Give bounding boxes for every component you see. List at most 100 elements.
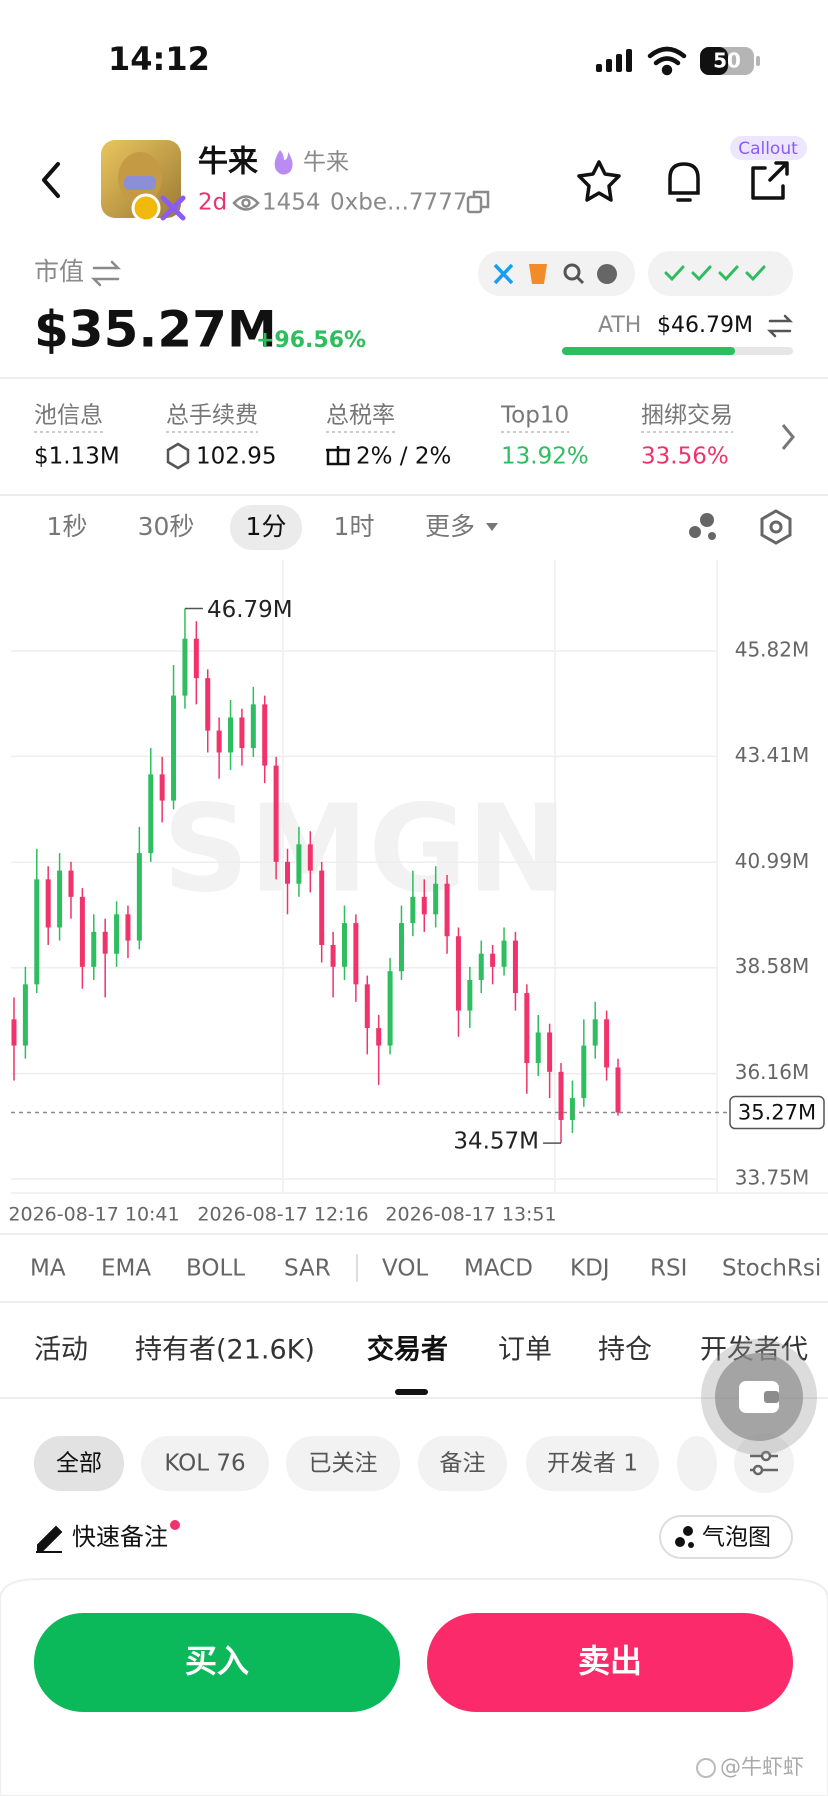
socials-pill[interactable] [478,251,635,296]
stat-label: Top10 [500,403,569,429]
indicator-bar: MA EMA BOLL SAR VOL MACD KDJ RSI StochRsi [30,1256,821,1282]
callout-pill[interactable] [730,136,807,160]
watermark: @牛虾虾 [720,1755,804,1779]
platform-badge [160,195,186,221]
bubbles-icon[interactable] [689,513,716,540]
annotation-label: 34.57M [453,1129,539,1155]
indicator-option[interactable]: MACD [464,1256,533,1282]
filter-chip-cut[interactable] [677,1436,717,1491]
stats-more[interactable] [781,424,795,450]
indicator-option[interactable]: RSI [650,1256,687,1282]
flame-icon [274,150,293,175]
buy-button[interactable] [34,1613,400,1712]
market-cap-label: 市值 [34,257,84,286]
candle-body [581,1045,587,1099]
sell-button[interactable] [427,1613,793,1712]
candle-body [341,923,347,967]
candle-body [512,940,518,994]
stat-value: $1.13M [34,444,120,470]
token-subtitle: 牛来 [303,150,349,176]
share-button[interactable] [751,161,789,200]
candle-body [182,638,188,696]
interval-option[interactable]: 1秒 [47,512,88,541]
search-icon[interactable] [563,263,585,285]
buy-label: 买入 [185,1642,249,1680]
divider [0,1233,828,1235]
candle-body [490,953,496,967]
candle-body [273,765,279,862]
candle-body [216,730,222,753]
interval-option[interactable]: 更多 [425,512,475,541]
filter-settings[interactable] [734,1433,794,1493]
annotation-label: 46.79M [207,597,293,623]
candle-body [136,853,142,941]
filter-chip[interactable] [418,1436,507,1491]
indicator-option[interactable]: VOL [382,1256,428,1282]
tab[interactable]: 订单 [498,1335,552,1366]
candle-body [501,940,507,967]
stat-value: 33.56% [641,444,729,470]
indicator-option[interactable]: MA [30,1256,66,1282]
filter-settings-knob [752,1464,764,1476]
indicator-option[interactable]: KDJ [570,1256,610,1282]
candle-body [535,1032,541,1064]
filter-chip[interactable] [286,1436,400,1491]
candle-body [478,953,484,980]
tab[interactable]: 活动 [34,1335,88,1366]
filter-settings-knob [760,1450,772,1462]
candle-body [307,844,313,871]
floating-wallet[interactable] [701,1339,817,1455]
callout-label: Callout [738,139,798,159]
candle-body [171,695,177,801]
filter-chip[interactable] [526,1436,659,1491]
quick-note[interactable]: 快速备注 [72,1523,168,1551]
tab-indicator [395,1389,428,1395]
candle-body [410,896,416,924]
fox-icon[interactable] [529,264,547,284]
candle-body [398,923,404,972]
stat-label: 总手续费 [166,403,258,429]
contract-address: 0xbe...7777 [330,190,467,216]
check-icons [664,265,766,282]
candle-body [455,936,461,1011]
candle-body [262,704,268,766]
tab[interactable]: 持有者(21.6K) [135,1335,315,1366]
bubble-map-pill[interactable] [659,1515,793,1559]
fee-icon [166,442,190,470]
candle-body [45,879,51,928]
filter-chip[interactable] [34,1436,124,1491]
alert-button[interactable] [668,162,700,202]
eye-icon [232,195,260,211]
divider [0,1397,828,1399]
indicator-option[interactable]: SAR [284,1256,331,1282]
filter-label: 备注 [440,1451,486,1477]
indicator-option[interactable]: EMA [101,1256,151,1282]
y-tick-label: 36.16M [735,1060,810,1084]
candle-body [34,879,40,985]
candle-body [569,1098,575,1120]
view-count: 1454 [262,190,321,216]
swap-icon[interactable] [90,260,122,287]
interval-option[interactable]: 30秒 [138,512,195,541]
ath-swap-icon[interactable] [766,314,794,338]
last-price-box [729,1095,825,1130]
back-button[interactable] [42,162,60,198]
tab[interactable]: 持仓 [598,1335,652,1366]
interval-option[interactable]: 1时 [334,512,375,541]
indicator-option[interactable]: StochRsi [722,1256,821,1282]
tab[interactable]: 交易者 [367,1334,448,1366]
x-icon[interactable] [493,263,514,285]
favorite-button[interactable] [577,160,621,202]
candle-body [444,883,450,937]
candle-body [421,896,427,915]
interval-option[interactable]: 1分 [246,512,287,541]
y-tick-label: 45.82M [735,637,810,661]
indicator-option[interactable]: BOLL [186,1256,245,1282]
candle-body [592,1019,598,1046]
copy-button[interactable] [466,190,490,214]
x-tick-label: 2026-08-17 12:16 [197,1204,368,1226]
scan-icon[interactable] [597,264,617,284]
settings-button[interactable] [760,509,792,545]
filter-chip[interactable] [141,1436,269,1491]
tax-icon [326,446,350,466]
